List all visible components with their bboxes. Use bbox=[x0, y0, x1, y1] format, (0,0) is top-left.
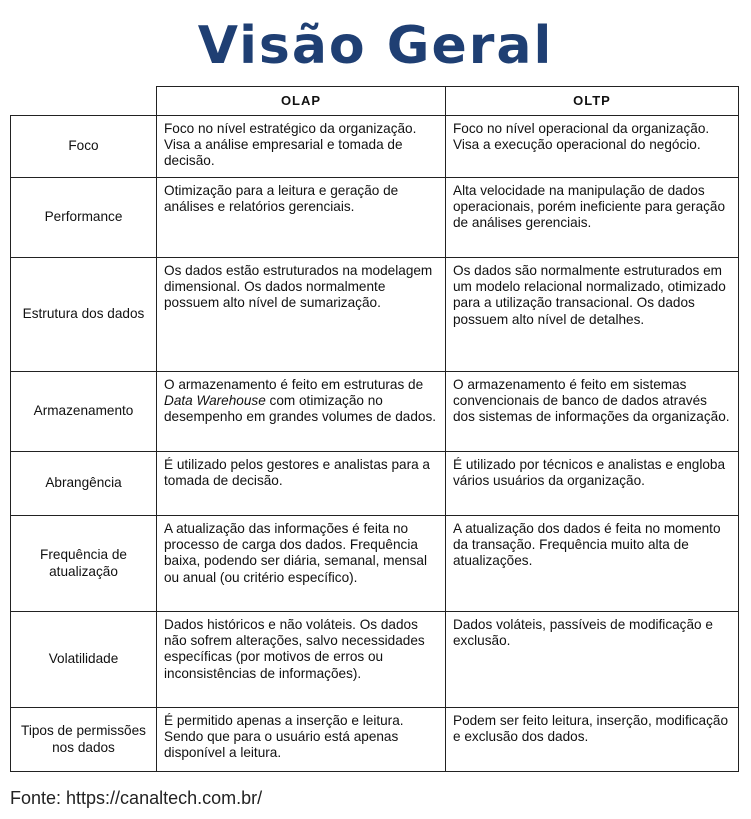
olap-text-part: com otimização no desempenho em grandes … bbox=[164, 393, 437, 425]
olap-cell: É utilizado pelos gestores e analistas p… bbox=[156, 451, 446, 516]
row-label: Volatilidade bbox=[10, 611, 157, 708]
table-row: Foco Foco no nível estratégico da organi… bbox=[10, 115, 739, 178]
corner-cell bbox=[10, 86, 157, 116]
olap-cell: Otimização para a leitura e geração de a… bbox=[156, 177, 446, 258]
table-row: Performance Otimização para a leitura e … bbox=[10, 177, 739, 258]
table-row: Tipos de permissões nos dados É permitid… bbox=[10, 707, 739, 772]
olap-cell: O armazenamento é feito em estruturas de… bbox=[156, 371, 446, 452]
page-title: Visão Geral bbox=[197, 16, 554, 76]
column-header-oltp: OLTP bbox=[445, 86, 739, 116]
oltp-cell: Podem ser feito leitura, inserção, modif… bbox=[445, 707, 739, 772]
row-label: Tipos de permissões nos dados bbox=[10, 707, 157, 772]
olap-italic-term: Data Warehouse bbox=[164, 393, 266, 409]
row-label: Performance bbox=[10, 177, 157, 258]
row-label: Armazenamento bbox=[10, 371, 157, 452]
olap-text-part: O armazenamento é feito em estruturas de bbox=[164, 377, 424, 392]
column-header-olap: OLAP bbox=[156, 86, 446, 116]
table-row: Abrangência É utilizado pelos gestores e… bbox=[10, 451, 739, 516]
olap-cell: Foco no nível estratégico da organização… bbox=[156, 115, 446, 178]
row-label: Abrangência bbox=[10, 451, 157, 516]
row-label: Foco bbox=[10, 115, 157, 178]
oltp-cell: Alta velocidade na manipulação de dados … bbox=[445, 177, 739, 258]
row-label: Frequência de atualização bbox=[10, 515, 157, 612]
olap-cell: É permitido apenas a inserção e leitura.… bbox=[156, 707, 446, 772]
olap-cell: A atualização das informações é feita no… bbox=[156, 515, 446, 612]
header-row: OLAP OLTP bbox=[10, 86, 739, 116]
oltp-cell: O armazenamento é feito em sistemas conv… bbox=[445, 371, 739, 452]
oltp-cell: Os dados são normalmente estruturados em… bbox=[445, 257, 739, 372]
oltp-cell: É utilizado por técnicos e analistas e e… bbox=[445, 451, 739, 516]
source-citation: Fonte: https://canaltech.com.br/ bbox=[10, 788, 263, 808]
table-row: Frequência de atualização A atualização … bbox=[10, 515, 739, 612]
olap-cell: Os dados estão estruturados na modelagem… bbox=[156, 257, 446, 372]
oltp-cell: Dados voláteis, passíveis de modificação… bbox=[445, 611, 739, 708]
table-row: Volatilidade Dados históricos e não volá… bbox=[10, 611, 739, 708]
table-row: Estrutura dos dados Os dados estão estru… bbox=[10, 257, 739, 372]
table-row: Armazenamento O armazenamento é feito em… bbox=[10, 371, 739, 452]
row-label: Estrutura dos dados bbox=[10, 257, 157, 372]
olap-cell: Dados históricos e não voláteis. Os dado… bbox=[156, 611, 446, 708]
comparison-table: OLAP OLTP Foco Foco no nível estratégico… bbox=[10, 86, 739, 772]
oltp-cell: A atualização dos dados é feita no momen… bbox=[445, 515, 739, 612]
oltp-cell: Foco no nível operacional da organização… bbox=[445, 115, 739, 178]
